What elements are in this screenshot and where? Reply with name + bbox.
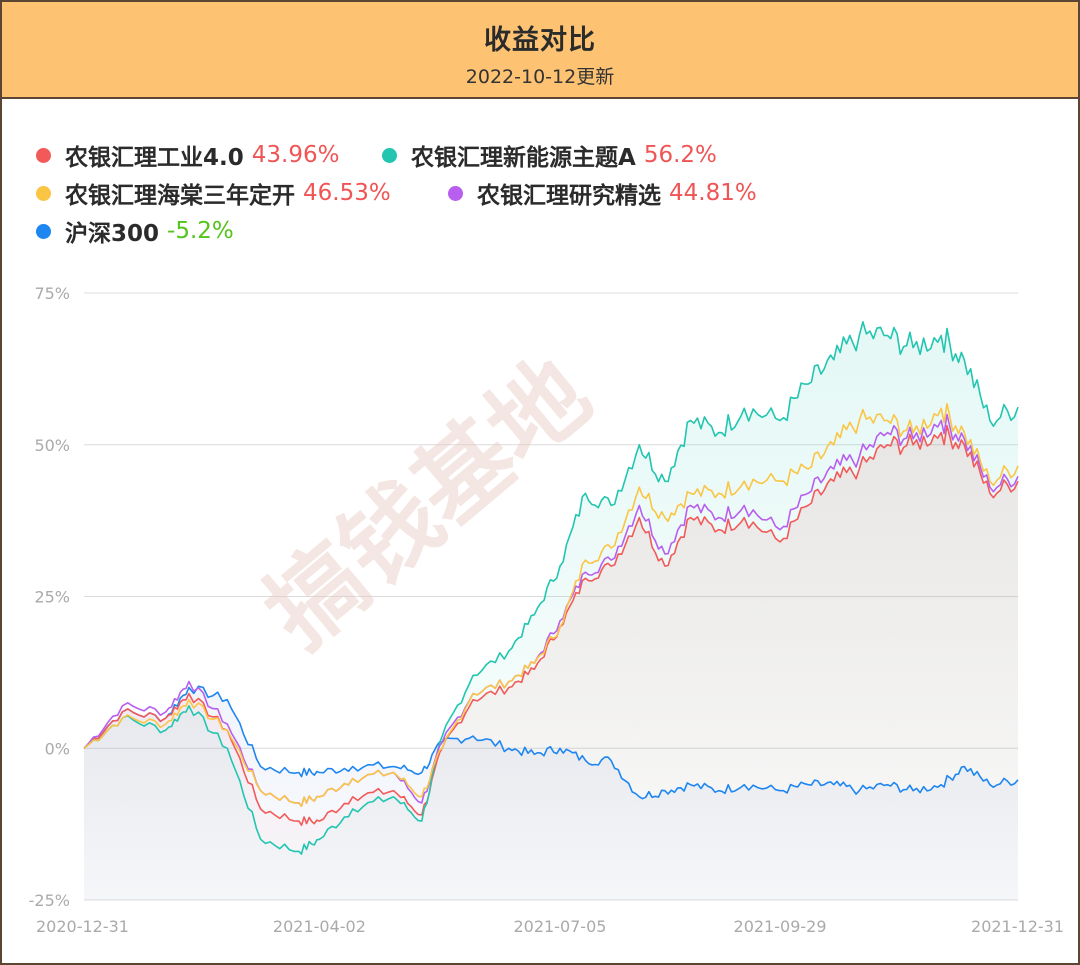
y-tick-label: 0% bbox=[45, 739, 70, 758]
x-tick-label: 2020-12-31 bbox=[36, 917, 129, 936]
legend-name: 农银汇理新能源主题A bbox=[411, 145, 636, 171]
legend-dot-icon bbox=[36, 185, 51, 201]
series-lines bbox=[83, 321, 1019, 855]
legend: 农银汇理工业4.0 43.96% 农银汇理新能源主题A 56.2% 农银汇理海棠… bbox=[2, 2, 1078, 262]
legend-dot-icon bbox=[36, 223, 51, 239]
series-area bbox=[84, 321, 1018, 900]
legend-value: 56.2% bbox=[643, 142, 717, 168]
page-title: 收益对比 bbox=[484, 25, 596, 56]
axis-ticks: 75% 50% 25% 0% -25% 2020-12-31 2021-04-02 2021-… bbox=[29, 284, 1064, 936]
series-line bbox=[83, 424, 1019, 826]
legend-item-haitang[interactable]: 农银汇理海棠三年定开 46.53% bbox=[36, 176, 391, 210]
x-tick-label: 2021-07-05 bbox=[513, 917, 606, 936]
legend-value: 43.96% bbox=[251, 142, 340, 168]
legend-name: 农银汇理海棠三年定开 bbox=[65, 183, 295, 209]
y-tick-label: -25% bbox=[29, 891, 70, 910]
y-tick-label: 75% bbox=[34, 284, 70, 303]
legend-value: 46.53% bbox=[303, 180, 391, 206]
legend-name: 农银汇理工业4.0 bbox=[65, 145, 244, 171]
update-date: 2022-10-12更新 bbox=[465, 66, 615, 88]
legend-name: 农银汇理研究精选 bbox=[477, 183, 661, 209]
legend-item-industry[interactable]: 农银汇理工业4.0 43.96% bbox=[36, 138, 339, 172]
card-header: 收益对比 2022-10-12更新 bbox=[2, 2, 1078, 99]
x-tick-label: 2021-04-02 bbox=[273, 917, 366, 936]
legend-item-new-energy[interactable]: 农银汇理新能源主题A 56.2% bbox=[382, 138, 717, 172]
x-tick-label: 2021-09-29 bbox=[734, 917, 827, 936]
x-tick-label: 2021-12-31 bbox=[971, 917, 1064, 936]
legend-name: 沪深300 bbox=[65, 221, 160, 247]
legend-dot-icon bbox=[382, 147, 397, 163]
y-tick-label: 50% bbox=[34, 436, 70, 455]
series-line bbox=[83, 685, 1019, 800]
legend-dot-icon bbox=[448, 185, 463, 201]
y-tick-label: 25% bbox=[34, 588, 70, 607]
legend-value: 44.81% bbox=[669, 180, 757, 206]
legend-item-csi300[interactable]: 沪深300 -5.2% bbox=[36, 214, 234, 248]
series-line bbox=[83, 321, 1019, 855]
legend-item-research[interactable]: 农银汇理研究精选 44.81% bbox=[448, 176, 757, 210]
legend-value: -5.2% bbox=[167, 218, 234, 244]
legend-dot-icon bbox=[36, 147, 51, 163]
series-line bbox=[83, 402, 1019, 807]
area-fills bbox=[84, 321, 1018, 900]
